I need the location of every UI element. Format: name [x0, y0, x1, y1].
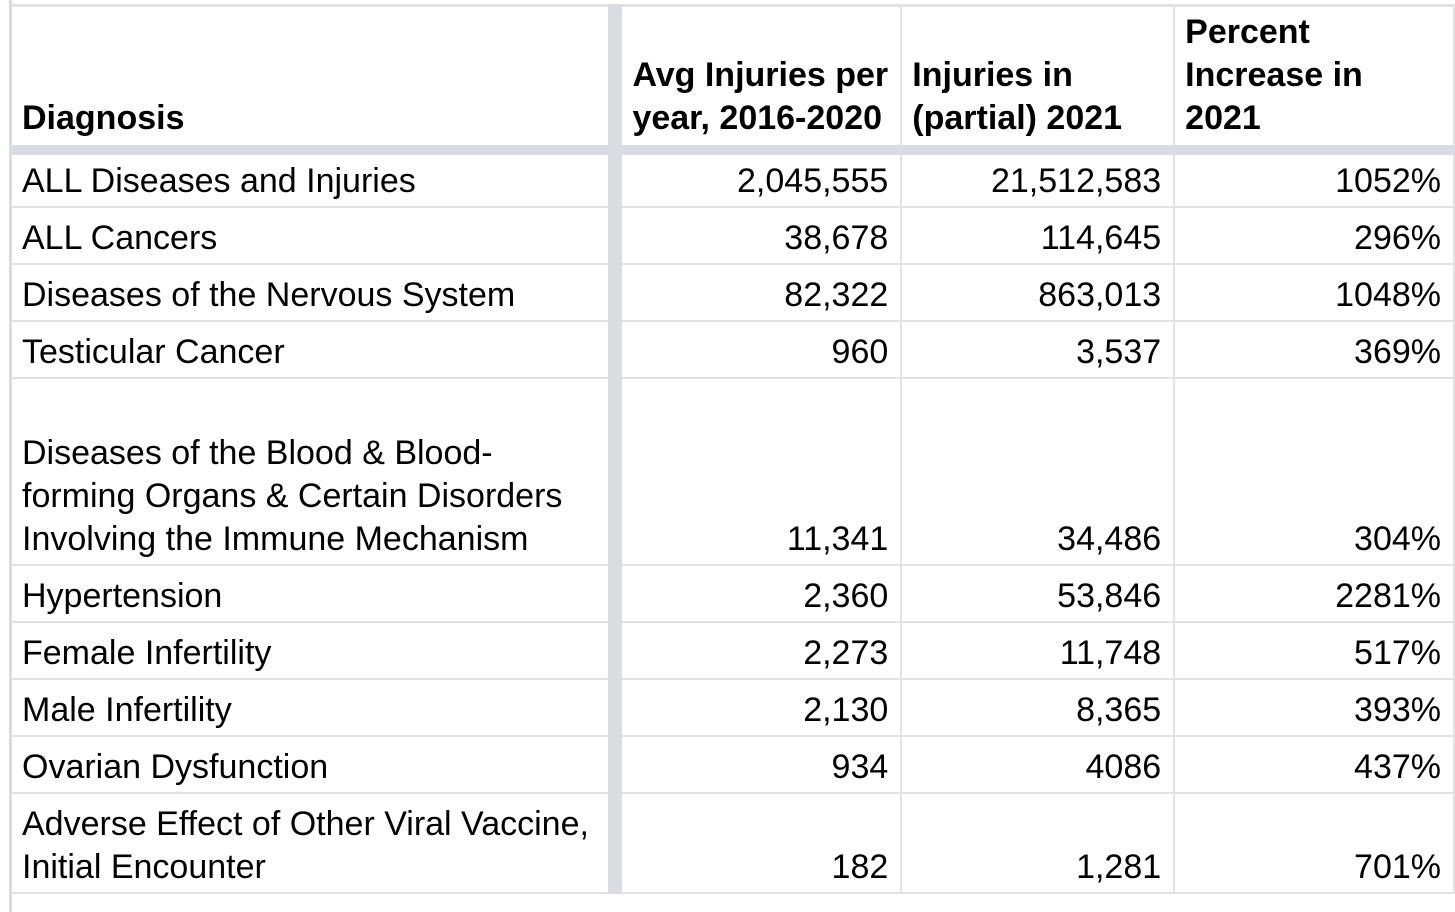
cell-diagnosis[interactable]: Hypertension: [12, 564, 623, 623]
table-row: Diseases of the Blood & Blood-forming Or…: [12, 377, 1455, 566]
cell-diagnosis[interactable]: Male Infertility: [12, 678, 623, 737]
cell-avg[interactable]: 2,045,555: [615, 149, 903, 208]
header-row: Diagnosis Avg Injuries per year, 2016-20…: [12, 4, 1455, 155]
cell-percent[interactable]: 369%: [1174, 320, 1455, 379]
data-table: Diagnosis Avg Injuries per year, 2016-20…: [12, 4, 1455, 894]
cell-avg[interactable]: 38,678: [615, 206, 903, 265]
cell-2021[interactable]: 4086: [901, 735, 1176, 794]
header-cell-diagnosis[interactable]: Diagnosis: [12, 4, 623, 155]
cell-avg[interactable]: 82,322: [615, 263, 903, 322]
cell-avg[interactable]: 2,360: [615, 564, 903, 623]
cell-avg[interactable]: 2,273: [615, 621, 903, 680]
cell-percent[interactable]: 393%: [1174, 678, 1455, 737]
cell-diagnosis[interactable]: Testicular Cancer: [12, 320, 623, 379]
cell-avg[interactable]: 960: [615, 320, 903, 379]
cell-avg[interactable]: 934: [615, 735, 903, 794]
cell-diagnosis[interactable]: Ovarian Dysfunction: [12, 735, 623, 794]
header-cell-percent-increase[interactable]: Percent Increase in 2021: [1174, 4, 1455, 155]
cell-2021[interactable]: 11,748: [901, 621, 1176, 680]
cell-avg[interactable]: 182: [615, 792, 903, 894]
cell-diagnosis[interactable]: Female Infertility: [12, 621, 623, 680]
cell-2021[interactable]: 863,013: [901, 263, 1176, 322]
cell-2021[interactable]: 34,486: [901, 377, 1176, 566]
cell-percent[interactable]: 296%: [1174, 206, 1455, 265]
cell-2021[interactable]: 53,846: [901, 564, 1176, 623]
cell-percent[interactable]: 701%: [1174, 792, 1455, 894]
table-row: Diseases of the Nervous System 82,322 86…: [12, 263, 1455, 322]
cell-percent[interactable]: 2281%: [1174, 564, 1455, 623]
table-row: Ovarian Dysfunction 934 4086 437%: [12, 735, 1455, 794]
table-row: Testicular Cancer 960 3,537 369%: [12, 320, 1455, 379]
cell-percent[interactable]: 1052%: [1174, 149, 1455, 208]
table-row: Adverse Effect of Other Viral Vaccine, I…: [12, 792, 1455, 894]
cell-2021[interactable]: 8,365: [901, 678, 1176, 737]
row-header-strip[interactable]: [0, 0, 12, 912]
table-row: Female Infertility 2,273 11,748 517%: [12, 621, 1455, 680]
cell-diagnosis[interactable]: ALL Diseases and Injuries: [12, 149, 623, 208]
header-cell-avg-injuries[interactable]: Avg Injuries per year, 2016-2020: [615, 4, 903, 155]
cell-avg[interactable]: 11,341: [615, 377, 903, 566]
cell-percent[interactable]: 304%: [1174, 377, 1455, 566]
cell-percent[interactable]: 437%: [1174, 735, 1455, 794]
cell-diagnosis[interactable]: Diseases of the Nervous System: [12, 263, 623, 322]
cell-2021[interactable]: 3,537: [901, 320, 1176, 379]
table-row: Hypertension 2,360 53,846 2281%: [12, 564, 1455, 623]
cell-percent[interactable]: 517%: [1174, 621, 1455, 680]
table-row: ALL Diseases and Injuries 2,045,555 21,5…: [12, 149, 1455, 208]
cell-percent[interactable]: 1048%: [1174, 263, 1455, 322]
cell-diagnosis[interactable]: Diseases of the Blood & Blood-forming Or…: [12, 377, 623, 566]
cell-diagnosis[interactable]: ALL Cancers: [12, 206, 623, 265]
cell-2021[interactable]: 21,512,583: [901, 149, 1176, 208]
table-row: ALL Cancers 38,678 114,645 296%: [12, 206, 1455, 265]
cell-avg[interactable]: 2,130: [615, 678, 903, 737]
cell-2021[interactable]: 1,281: [901, 792, 1176, 894]
cell-diagnosis[interactable]: Adverse Effect of Other Viral Vaccine, I…: [12, 792, 623, 894]
cell-2021[interactable]: 114,645: [901, 206, 1176, 265]
header-cell-injuries-2021[interactable]: Injuries in (partial) 2021: [901, 4, 1176, 155]
table-row: Male Infertility 2,130 8,365 393%: [12, 678, 1455, 737]
